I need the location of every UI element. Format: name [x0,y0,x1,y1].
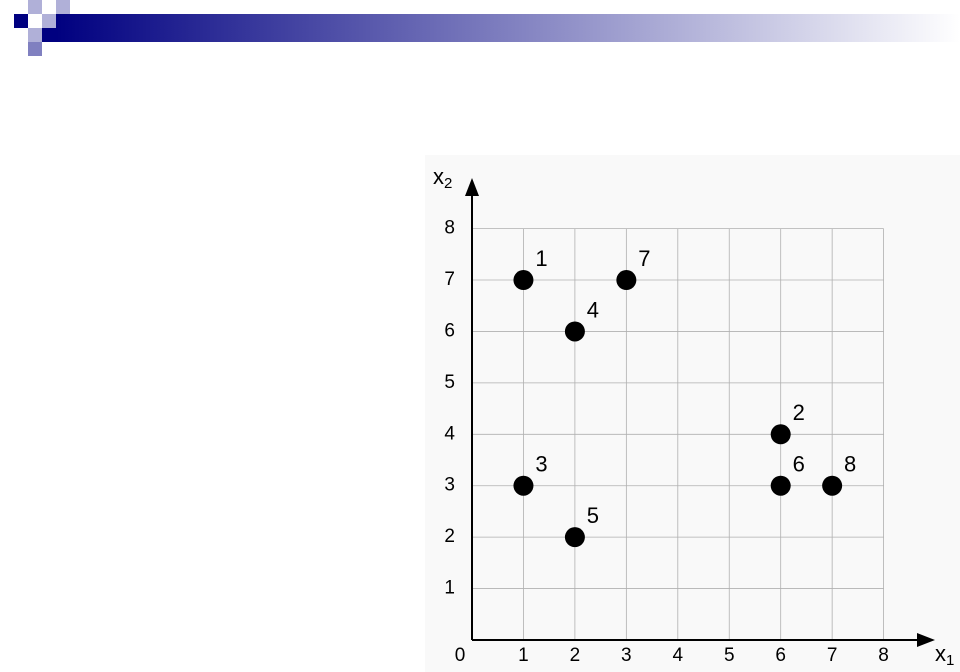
x-tick-label: 6 [775,645,786,666]
point [564,527,585,548]
y-tick-label: 6 [444,320,455,341]
point-label: 6 [793,452,805,477]
point-label: 1 [535,246,547,271]
x-axis-label: x1 [935,641,954,669]
x-tick-label: 3 [621,645,632,666]
y-tick-label: 7 [444,269,455,290]
x-tick-label: 1 [518,645,529,666]
header-band [56,14,960,42]
x-tick-label: 4 [673,645,684,666]
x-arrow [917,633,935,647]
x-tick-label: 7 [827,645,838,666]
x-tick-label: 5 [724,645,735,666]
point [513,475,534,496]
header-squares [14,0,70,56]
point-label: 8 [844,452,856,477]
point [822,475,843,496]
y-tick-label: 2 [444,526,455,547]
y-tick-label: 1 [444,578,455,599]
x-tick-label: 0 [455,645,466,666]
point-label: 3 [535,452,547,477]
y-tick-label: 3 [444,475,455,496]
x-tick-label: 8 [878,645,889,666]
x-tick-label: 2 [570,645,581,666]
point [770,475,791,496]
y-tick-label: 8 [444,218,455,239]
point [616,270,637,291]
y-tick-label: 5 [444,372,455,393]
grid [472,228,884,640]
point [564,321,585,342]
point-label: 4 [587,297,599,322]
y-tick-label: 4 [444,423,455,444]
y-arrow [465,178,479,196]
point-label: 2 [793,400,805,425]
point-label: 5 [587,503,599,528]
point-label: 7 [638,246,650,271]
point [770,424,791,445]
plot-background [425,155,960,672]
y-axis-label: x2 [433,164,452,192]
point [513,270,534,291]
